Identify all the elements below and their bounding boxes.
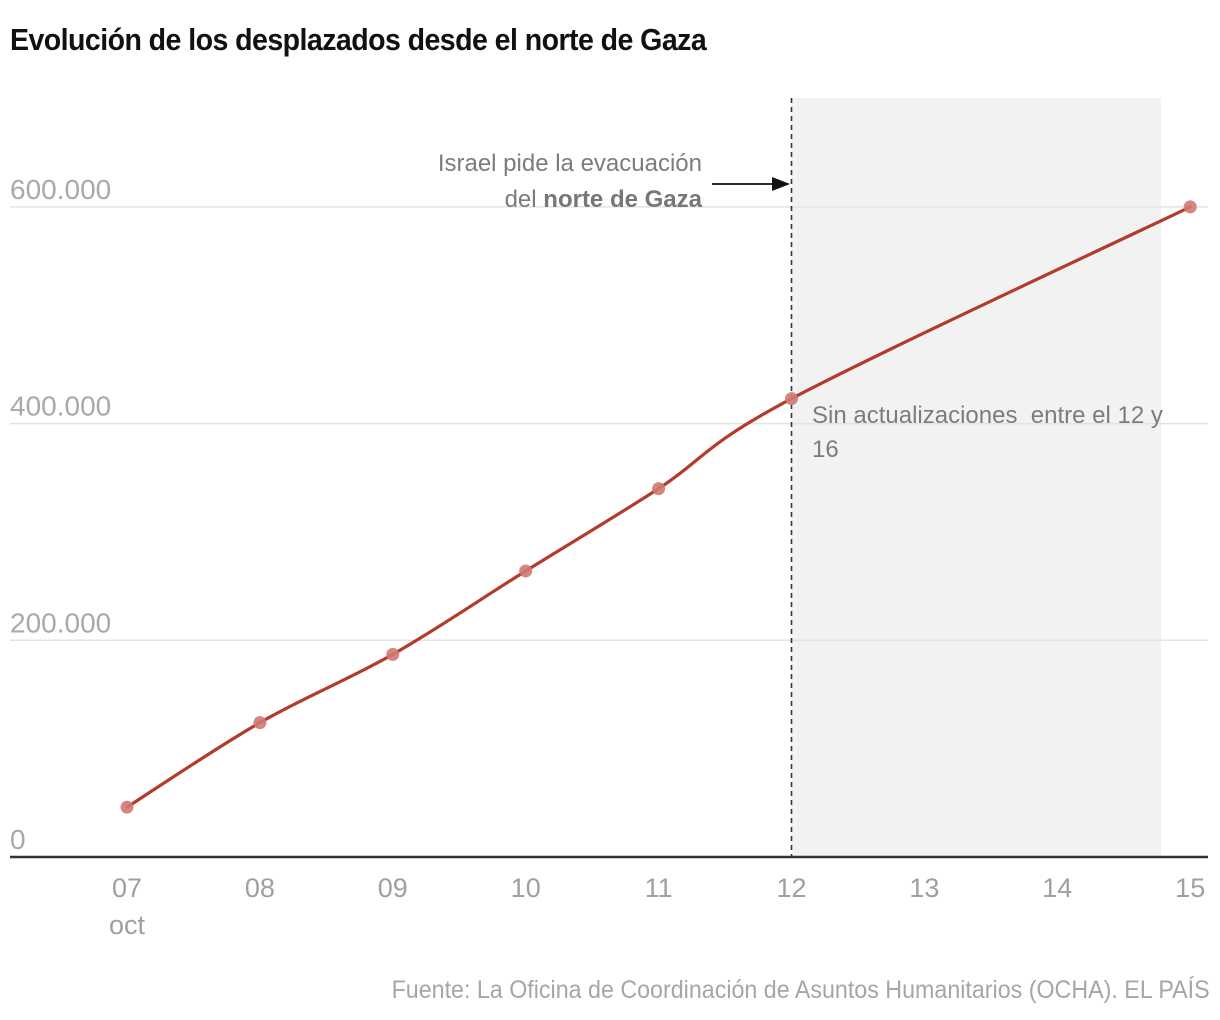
x-tick-label: 14 (1042, 873, 1072, 903)
data-point-07 (120, 800, 134, 814)
no-updates-annotation-line2: 16 (812, 436, 839, 463)
y-tick-label: 600.000 (10, 174, 111, 205)
evacuation-annotation-line1: Israel pide la evacuación (438, 150, 702, 177)
data-point-09 (386, 647, 400, 661)
x-tick-label: 09 (378, 873, 408, 903)
annotation-arrow-icon (772, 177, 790, 191)
no-updates-annotation-line1: Sin actualizaciones entre el 12 y (812, 402, 1163, 429)
x-tick-label: 15 (1175, 873, 1205, 903)
evacuation-annotation-line2: del norte de Gaza (505, 186, 703, 213)
annotation-prefix: del (505, 186, 544, 213)
x-tick-label: 11 (645, 873, 673, 903)
x-tick-label: 10 (511, 873, 541, 903)
chart-title: Evolución de los desplazados desde el no… (10, 22, 707, 57)
annotation-bold-place: norte de Gaza (543, 186, 702, 213)
x-tick-label: 12 (776, 873, 806, 903)
data-point-10 (519, 564, 533, 578)
data-point-08 (253, 716, 267, 730)
data-point-11 (652, 482, 666, 496)
y-tick-label: 400.000 (10, 391, 111, 422)
y-tick-label: 200.000 (10, 607, 111, 638)
data-point-12 (785, 392, 798, 406)
x-tick-sublabel: oct (109, 910, 146, 940)
x-tick-label: 08 (245, 873, 275, 903)
x-tick-label: 13 (909, 873, 939, 903)
y-tick-label: 0 (10, 824, 26, 855)
no-updates-shaded-region (791, 98, 1161, 857)
data-point-15 (1183, 200, 1197, 214)
x-tick-label: 07 (112, 873, 142, 903)
source-note: Fuente: La Oficina de Coordinación de As… (391, 976, 1210, 1004)
